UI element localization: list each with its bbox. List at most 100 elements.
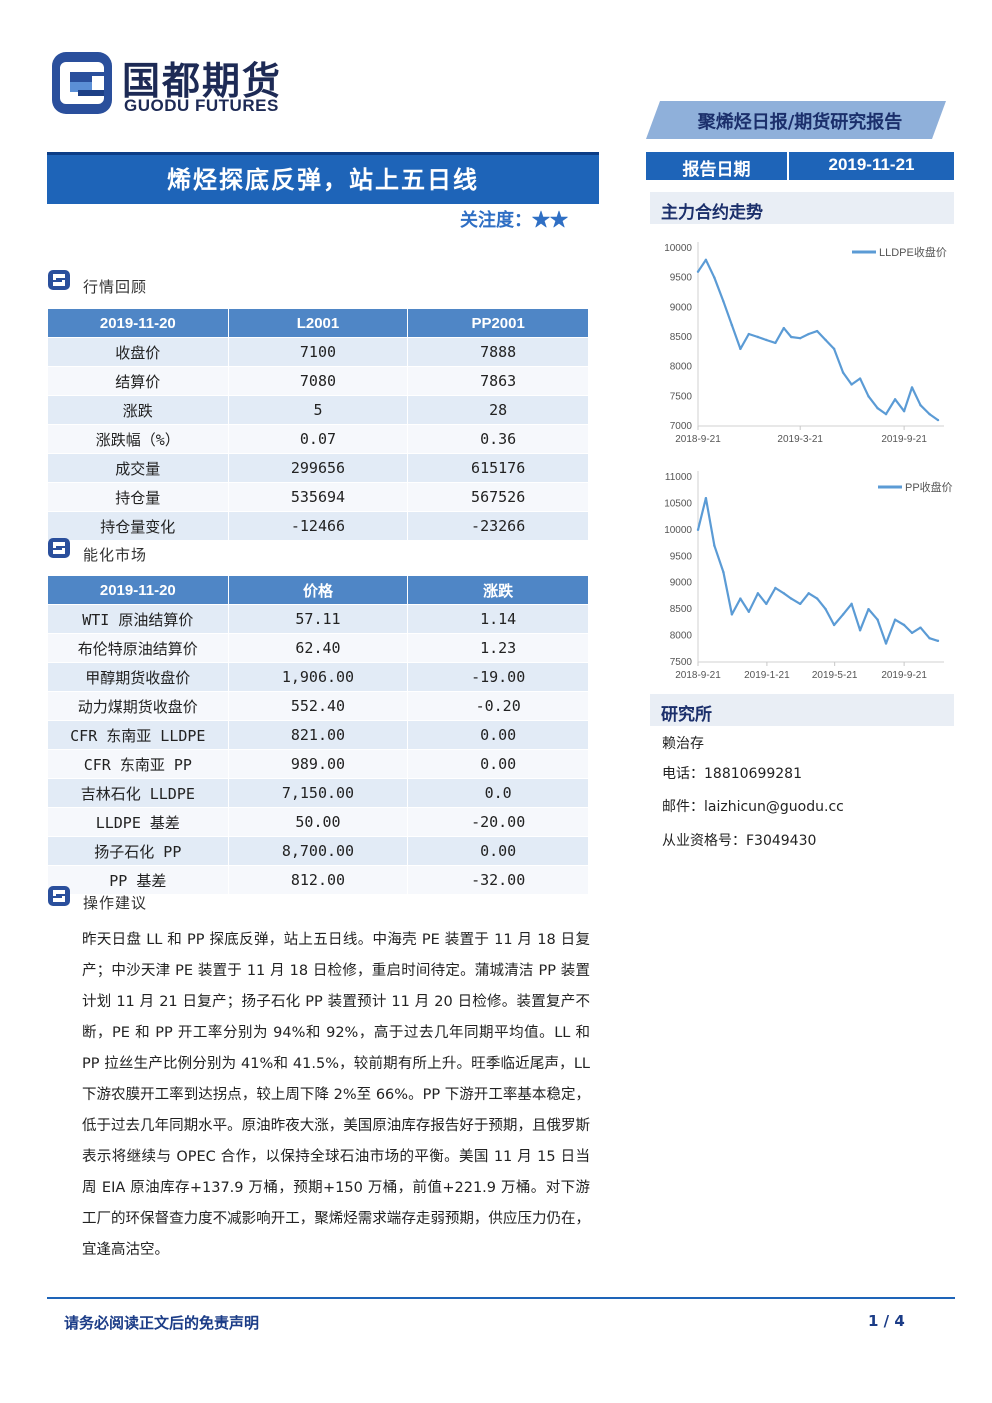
attention-rating: 关注度：★★ [460, 206, 568, 232]
value-cell: 989.00 [227, 749, 409, 779]
table-header-cell: 价格 [227, 575, 409, 605]
y-tick-label: 9500 [670, 273, 693, 284]
table-header-cell: 2019-11-20 [47, 308, 229, 338]
row-label-cell: 布伦特原油结算价 [47, 633, 229, 663]
data-point [807, 592, 810, 595]
table-row: 动力煤期货收盘价 552.40 -0.20 [47, 691, 589, 721]
data-point [730, 613, 734, 616]
table-header-row: 2019-11-20 L2001 PP2001 [47, 308, 589, 338]
y-tick-label: 11000 [665, 472, 693, 483]
value-cell: 57.11 [227, 604, 409, 634]
logo-english-name: GUODU FUTURES [124, 96, 279, 115]
data-point [774, 341, 777, 345]
series-line [696, 496, 939, 645]
value-cell: 0.00 [407, 836, 589, 866]
analyst-license: 从业资格号：F3049430 [662, 833, 817, 849]
table-row: 布伦特原油结算价 62.40 1.23 [47, 633, 589, 663]
data-point [919, 626, 922, 629]
value-cell: -23266 [407, 511, 589, 541]
data-point [739, 347, 742, 351]
value-cell: 0.07 [227, 424, 409, 454]
data-point [867, 395, 870, 398]
data-point [722, 570, 725, 574]
data-point [765, 602, 768, 606]
data-point [815, 597, 819, 600]
x-tick-label: 2019-5-21 [812, 670, 858, 681]
section-title-energy-market: 能化市场 [83, 546, 148, 564]
value-cell: 7,150.00 [227, 778, 409, 808]
y-tick-label: 9500 [670, 551, 693, 562]
logo-chinese-name: 国都期货 [122, 59, 283, 103]
row-label-cell: 涨跌幅（%） [47, 424, 229, 454]
table-row: CFR 东南亚 LLDPE 821.00 0.00 [47, 720, 589, 750]
value-cell: 552.40 [227, 691, 409, 721]
company-logo-icon [52, 52, 112, 114]
table-row: 持仓量变化 -12466 -23266 [47, 511, 589, 541]
attention-stars: ★★ [532, 210, 568, 231]
y-tick-label: 8500 [670, 604, 693, 615]
data-point [789, 335, 793, 339]
y-tick-label: 7500 [670, 391, 693, 402]
data-point [782, 592, 786, 595]
data-point [730, 323, 734, 327]
table-row: CFR 东南亚 PP 989.00 0.00 [47, 749, 589, 779]
row-label-cell: WTI 原油结算价 [47, 604, 229, 634]
footer-divider [47, 1297, 955, 1299]
table-row: WTI 原油结算价 57.11 1.14 [47, 604, 589, 634]
table-row: 成交量 299656 615176 [47, 453, 589, 483]
data-point [936, 418, 940, 422]
value-cell: 7080 [227, 366, 409, 396]
value-cell: -32.00 [407, 865, 589, 895]
data-point [841, 613, 845, 616]
main-contract-title: 主力合约走势 [661, 203, 763, 223]
data-point [756, 592, 760, 595]
value-cell: 5 [227, 395, 409, 425]
data-point [789, 597, 793, 600]
data-point [902, 409, 906, 413]
value-cell: 0.0 [407, 778, 589, 808]
data-point [696, 528, 700, 532]
row-label-cell: 结算价 [47, 366, 229, 396]
table-row: 涨跌幅（%） 0.07 0.36 [47, 424, 589, 454]
data-point [876, 618, 879, 621]
report-date-divider [787, 152, 789, 180]
row-label-cell: 甲醇期货收盘价 [47, 662, 229, 692]
data-point [807, 332, 810, 336]
table-row: 吉林石化 LLDPE 7,150.00 0.0 [47, 778, 589, 808]
data-point [824, 607, 827, 611]
x-tick-label: 2019-9-21 [881, 434, 927, 445]
series-line [697, 258, 939, 421]
report-date-label: 报告日期 [682, 160, 751, 180]
value-cell: 50.00 [227, 807, 409, 837]
row-label-cell: LLDPE 基差 [47, 807, 229, 837]
value-cell: 567526 [407, 482, 589, 512]
value-cell: 62.40 [227, 633, 409, 663]
data-point [747, 610, 751, 613]
data-point [832, 347, 836, 351]
value-cell: 1,906.00 [227, 662, 409, 692]
report-date-bar [646, 152, 954, 180]
y-tick-label: 10500 [664, 498, 692, 509]
value-cell: 0.00 [407, 720, 589, 750]
table-row: 结算价 7080 7863 [47, 366, 589, 396]
value-cell: -19.00 [407, 662, 589, 692]
table-row: 涨跌 5 28 [47, 395, 589, 425]
data-point [902, 623, 906, 627]
row-label-cell: 成交量 [47, 453, 229, 483]
value-cell: 1.23 [407, 633, 589, 663]
research-title: 研究所 [661, 705, 712, 725]
table-header-cell: L2001 [227, 308, 409, 338]
x-tick-label: 2018-9-21 [675, 670, 721, 681]
data-point [936, 639, 940, 643]
table-row: PP 基差 812.00 -32.00 [47, 865, 589, 895]
report-type-banner [646, 101, 946, 139]
legend-label: LLDPE收盘价 [879, 245, 947, 259]
data-point [893, 618, 897, 621]
y-tick-label: 10000 [664, 243, 692, 254]
section-title-operation: 操作建议 [83, 894, 148, 912]
main-contract-header [650, 192, 954, 224]
x-tick-label: 2019-3-21 [777, 434, 823, 445]
analyst-phone: 电话：18810699281 [662, 766, 802, 782]
data-point [696, 270, 700, 273]
table-row: 扬子石化 PP 8,700.00 0.00 [47, 836, 589, 866]
